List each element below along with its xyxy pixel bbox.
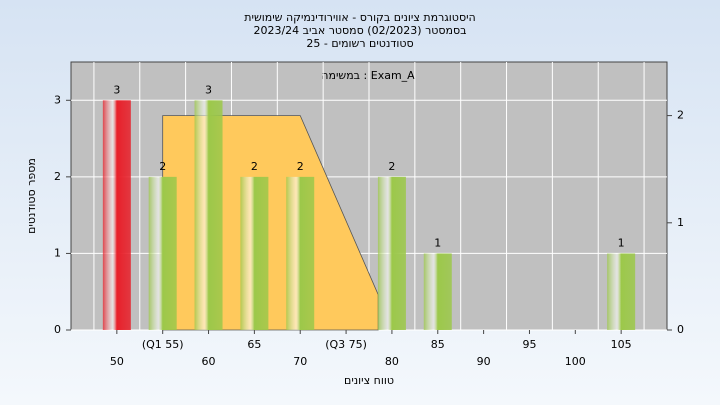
y-axis-label: מספר סטודנטים bbox=[25, 158, 38, 234]
y-tick-label: 2 bbox=[54, 170, 61, 183]
data-label: 2 bbox=[297, 160, 304, 173]
data-label: 2 bbox=[388, 160, 395, 173]
data-label: 2 bbox=[251, 160, 258, 173]
y2-tick-label: 1 bbox=[677, 216, 684, 229]
x-tick-label: 95 bbox=[522, 338, 536, 351]
chart-subtitle: במשימה : Exam_A bbox=[321, 69, 415, 82]
bar bbox=[102, 100, 131, 331]
bar bbox=[286, 176, 315, 330]
chart-title: סטודנטים רשומים - 25 bbox=[306, 37, 413, 50]
bar bbox=[194, 100, 223, 331]
chart-title: בסמסטר (02/2023) סמסטר אביב 2023/24 bbox=[253, 24, 466, 37]
x-tick-label: 85 bbox=[431, 338, 445, 351]
x-tick-label: 50 bbox=[110, 355, 124, 368]
x-tick-label: 60 bbox=[202, 355, 216, 368]
x-tick-label: 100 bbox=[565, 355, 586, 368]
y2-tick-label: 0 bbox=[677, 323, 684, 336]
data-label: 3 bbox=[113, 83, 120, 96]
x-tick-label: 105 bbox=[611, 338, 632, 351]
y-tick-label: 1 bbox=[54, 246, 61, 259]
x-tick-label: 80 bbox=[385, 355, 399, 368]
y2-tick-label: 2 bbox=[677, 109, 684, 122]
x-tick-label: 70 bbox=[293, 355, 307, 368]
x-tick-label: (Q3 75) bbox=[325, 338, 367, 351]
data-label: 1 bbox=[618, 236, 625, 249]
y-tick-label: 3 bbox=[54, 93, 61, 106]
data-label: 1 bbox=[434, 236, 441, 249]
y-tick-label: 0 bbox=[54, 323, 61, 336]
bar bbox=[377, 176, 406, 330]
bar bbox=[148, 176, 177, 330]
x-tick-label: 90 bbox=[477, 355, 491, 368]
x-tick-label: 65 bbox=[247, 338, 261, 351]
bar bbox=[423, 253, 452, 330]
chart-title: היסטוגרמת ציונים בקורס - אווירודינמיקה ש… bbox=[244, 11, 475, 24]
bar bbox=[607, 253, 636, 330]
x-tick-label: (Q1 55) bbox=[142, 338, 184, 351]
data-label: 3 bbox=[205, 83, 212, 96]
data-label: 2 bbox=[159, 160, 166, 173]
bar bbox=[240, 176, 269, 330]
x-axis-label: טווח ציונים bbox=[344, 374, 394, 387]
